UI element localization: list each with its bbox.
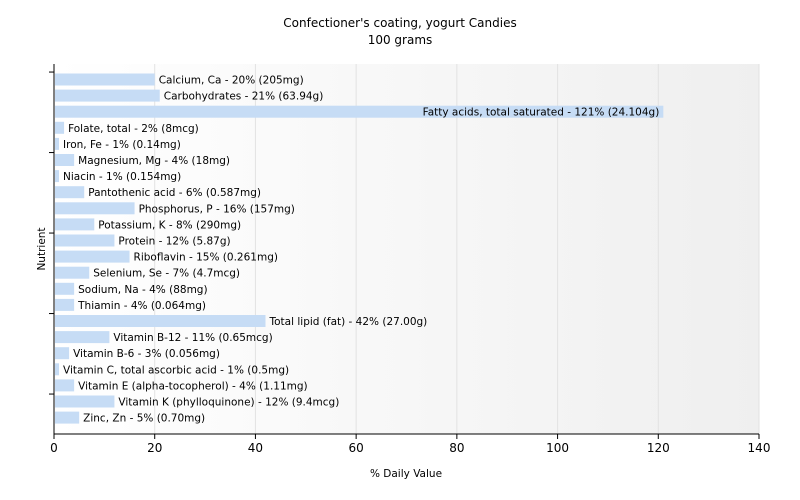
bar-label: Potassium, K - 8% (290mg) [98,219,241,231]
gridlines [154,64,760,434]
bar [55,379,75,392]
bar-labels: Calcium, Ca - 20% (205mg) Carbohydrates -… [63,75,659,425]
bar-label: Thiamin - 4% (0.064mg) [77,300,206,312]
bar [55,186,85,199]
bar-label: Vitamin E (alpha-tocopherol) - 4% (1.11m… [78,380,308,392]
bar [55,347,70,360]
bar [55,315,266,327]
bar-label: Fatty acids, total saturated - 121% (24.… [423,107,660,119]
chart-subtitle: 100 grams [368,33,433,47]
bar [55,202,135,215]
bar-label: Riboflavin - 15% (0.261mg) [134,252,278,264]
x-axis-title: % Daily Value [370,468,442,480]
bar-label: Sodium, Na - 4% (88mg) [78,284,207,296]
bar-label: Carbohydrates - 21% (63.94g) [164,91,324,103]
bar-label: Calcium, Ca - 20% (205mg) [159,75,304,87]
bar-label: Selenium, Se - 7% (4.7mcg) [93,268,240,280]
bar-label: Protein - 12% (5.87g) [118,236,230,248]
x-tick-labels: 0 20 40 60 80 100 120 140 [50,441,770,455]
bar-label: Zinc, Zn - 5% (0.70mg) [83,413,205,425]
x-tick-label: 100 [546,441,569,455]
x-tick-label: 60 [349,441,364,455]
bar [55,298,75,311]
x-tick-label: 40 [248,441,263,455]
bars [55,73,664,424]
bar-label: Vitamin B-6 - 3% (0.056mg) [73,348,220,360]
bar [55,170,60,183]
axes [49,64,760,439]
bar [55,105,664,118]
bar [55,154,75,166]
bar [55,411,80,424]
bar [55,282,75,295]
y-axis-title: Nutrient [36,227,48,270]
plot-area [54,64,759,434]
bar-label: Phosphorus, P - 16% (157mg) [139,203,295,215]
x-tick-label: 20 [147,441,162,455]
bar-label: Vitamin B-12 - 11% (0.65mcg) [113,332,272,344]
bar [55,121,65,134]
bar [55,234,115,247]
bar-label: Iron, Fe - 1% (0.14mg) [63,139,181,151]
bar [55,89,160,102]
x-tick-label: 80 [449,441,464,455]
bar-label: Folate, total - 2% (8mcg) [68,123,199,135]
bar [55,331,110,344]
bar [55,218,95,231]
bar-label: Pantothenic acid - 6% (0.587mg) [88,187,261,199]
bar [55,395,115,408]
bar [55,266,90,279]
bar [55,250,130,263]
x-tick-label: 140 [748,441,771,455]
bar-label: Total lipid (fat) - 42% (27.00g) [269,316,428,328]
bar [55,73,155,86]
bar [55,363,60,376]
bar-label: Vitamin C, total ascorbic acid - 1% (0.5… [63,364,289,376]
chart-title: Confectioner's coating, yogurt Candies [283,16,516,30]
x-tick-label: 120 [647,441,670,455]
bar-label: Magnesium, Mg - 4% (18mg) [78,155,230,167]
x-tick-label: 0 [50,441,58,455]
bar-label: Niacin - 1% (0.154mg) [63,171,181,183]
bar [55,137,60,150]
bar-label: Vitamin K (phylloquinone) - 12% (9.4mcg) [118,397,339,409]
